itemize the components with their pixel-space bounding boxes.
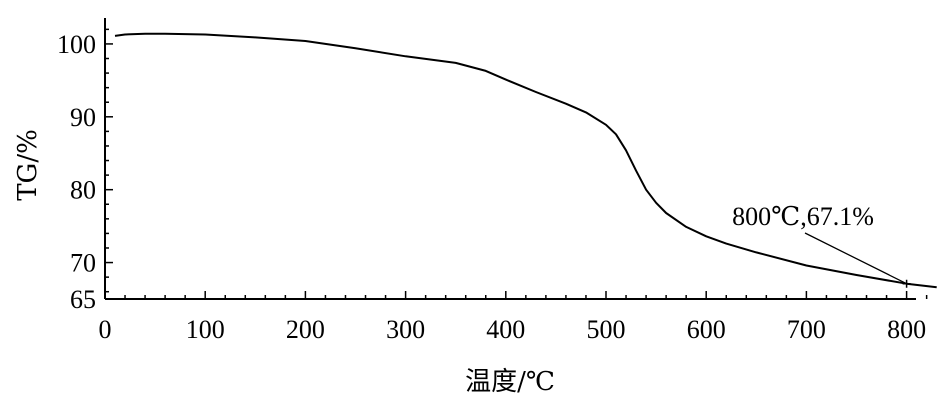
annotation-layer: 800℃,67.1% — [732, 202, 911, 288]
plot-area: 0 100 200 300 400 500 600 700 800 65 70 80 90 100 80… — [57, 18, 937, 344]
x-axis-ticks: 0 100 200 300 400 500 600 700 800 — [99, 291, 928, 344]
x-tick-label: 300 — [386, 315, 425, 344]
x-tick-label: 800 — [887, 315, 926, 344]
y-tick-label: 80 — [70, 176, 96, 205]
x-axis-title: 温度/℃ — [465, 367, 555, 397]
series-layer — [114, 32, 937, 289]
y-tick-label: 65 — [70, 285, 96, 314]
annotation-marker — [902, 279, 911, 288]
y-tick-label: 100 — [57, 30, 96, 59]
x-tick-label: 500 — [587, 315, 626, 344]
x-tick-label: 700 — [787, 315, 826, 344]
y-axis-ticks: 65 70 80 90 100 — [57, 28, 113, 314]
x-tick-label: 200 — [286, 315, 325, 344]
x-tick-label: 100 — [186, 315, 225, 344]
x-tick-label: 400 — [486, 315, 525, 344]
x-tick-label: 0 — [99, 315, 112, 344]
y-tick-label: 90 — [70, 103, 96, 132]
y-tick-label: 70 — [70, 249, 96, 278]
annotation-label: 800℃,67.1% — [732, 202, 874, 231]
x-tick-label: 600 — [687, 315, 726, 344]
y-axis-title: TG/% — [13, 129, 43, 201]
tg-curve — [114, 32, 937, 289]
annotation-leader-line — [804, 232, 907, 285]
